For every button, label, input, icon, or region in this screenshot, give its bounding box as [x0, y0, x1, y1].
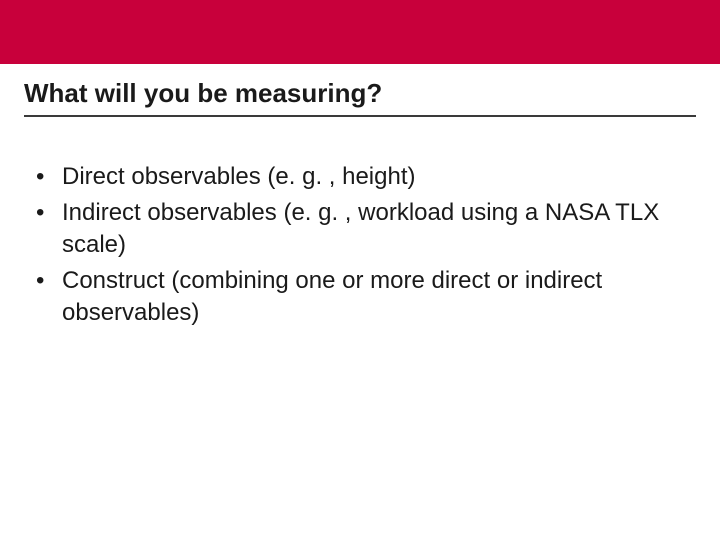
list-item: • Indirect observables (e. g. , workload…	[36, 197, 684, 261]
bullet-list: • Direct observables (e. g. , height) • …	[36, 161, 684, 329]
content-area: • Direct observables (e. g. , height) • …	[0, 125, 720, 329]
bullet-icon: •	[36, 265, 62, 297]
bullet-icon: •	[36, 161, 62, 193]
list-item: • Direct observables (e. g. , height)	[36, 161, 684, 193]
header-band	[0, 0, 720, 64]
bullet-text: Indirect observables (e. g. , workload u…	[62, 197, 684, 261]
title-underline	[24, 115, 696, 117]
slide-title: What will you be measuring?	[24, 78, 696, 109]
bullet-text: Direct observables (e. g. , height)	[62, 161, 684, 193]
bullet-icon: •	[36, 197, 62, 229]
bullet-text: Construct (combining one or more direct …	[62, 265, 684, 329]
title-region: What will you be measuring?	[0, 64, 720, 125]
list-item: • Construct (combining one or more direc…	[36, 265, 684, 329]
